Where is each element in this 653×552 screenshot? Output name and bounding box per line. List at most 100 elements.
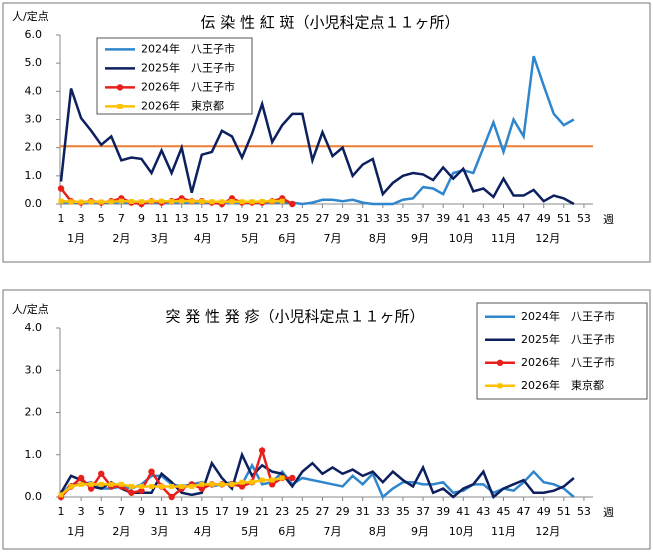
x-tick-label: 31 bbox=[356, 505, 370, 518]
x-tick-label: 3 bbox=[78, 505, 85, 518]
x-tick-label: 51 bbox=[557, 212, 571, 225]
month-label: 12月 bbox=[535, 525, 560, 538]
point bbox=[128, 198, 134, 204]
point bbox=[108, 481, 114, 487]
point bbox=[169, 198, 175, 204]
x-tick-label: 23 bbox=[275, 212, 289, 225]
month-label: 2月 bbox=[112, 525, 130, 538]
point bbox=[259, 198, 265, 204]
y-axis-label: 人/定点 bbox=[12, 9, 49, 23]
point bbox=[98, 481, 104, 487]
x-tick-label: 7 bbox=[118, 505, 125, 518]
point bbox=[77, 474, 85, 482]
legend-label: 2026年 東京都 bbox=[141, 98, 224, 112]
point bbox=[159, 198, 165, 204]
legend-marker bbox=[497, 383, 503, 389]
month-label: 7月 bbox=[324, 525, 342, 538]
point bbox=[159, 483, 165, 489]
month-label: 3月 bbox=[151, 232, 169, 245]
point bbox=[209, 481, 215, 487]
series-line bbox=[59, 88, 575, 206]
month-label: 4月 bbox=[194, 232, 212, 245]
point bbox=[269, 198, 275, 204]
legend-label: 2026年 八王子市 bbox=[141, 79, 235, 93]
legend-box bbox=[96, 37, 253, 115]
point bbox=[249, 479, 255, 485]
x-tick-label: 29 bbox=[336, 212, 350, 225]
y-tick-label: 4.0 bbox=[25, 84, 43, 97]
legend-label: 2025年 八王子市 bbox=[521, 332, 615, 346]
point bbox=[199, 481, 205, 487]
legend-label: 2024年 八王子市 bbox=[521, 309, 615, 323]
series-line bbox=[59, 451, 575, 500]
x-tick-label: 37 bbox=[416, 212, 430, 225]
point bbox=[88, 199, 94, 205]
x-tick-label: 27 bbox=[315, 212, 329, 225]
month-label: 3月 bbox=[151, 525, 169, 538]
x-tick-label: 1 bbox=[58, 212, 65, 225]
x-tick-label: 39 bbox=[436, 505, 450, 518]
month-label: 5月 bbox=[241, 525, 259, 538]
legend-label: 2024年 八王子市 bbox=[141, 41, 235, 55]
point bbox=[58, 198, 64, 204]
x-axis-label: 週 bbox=[603, 213, 614, 226]
x-tick-label: 47 bbox=[517, 505, 531, 518]
chart-title: 突 発 性 発 疹（小児科定点１１ヶ所） bbox=[165, 308, 424, 326]
point bbox=[57, 185, 65, 192]
point bbox=[148, 468, 155, 475]
point bbox=[169, 483, 175, 489]
point bbox=[179, 198, 185, 204]
point bbox=[279, 475, 285, 481]
x-tick-label: 17 bbox=[215, 505, 229, 518]
legend-label: 2026年 東京都 bbox=[521, 378, 604, 392]
point bbox=[58, 492, 64, 498]
point bbox=[219, 199, 225, 205]
month-label: 6月 bbox=[278, 525, 296, 538]
point bbox=[209, 199, 215, 205]
point bbox=[138, 487, 145, 494]
month-label: 11月 bbox=[491, 232, 516, 245]
x-tick-label: 19 bbox=[235, 212, 249, 225]
y-tick-label: 6.0 bbox=[25, 28, 43, 41]
x-tick-label: 9 bbox=[138, 505, 145, 518]
x-tick-label: 53 bbox=[577, 212, 591, 225]
point bbox=[118, 481, 124, 487]
point bbox=[239, 479, 245, 485]
point bbox=[118, 198, 124, 204]
y-tick-label: 2.0 bbox=[25, 406, 43, 419]
x-tick-label: 11 bbox=[155, 505, 169, 518]
point bbox=[138, 199, 144, 205]
point bbox=[68, 483, 74, 489]
point bbox=[98, 199, 104, 205]
point bbox=[78, 481, 84, 487]
point bbox=[189, 483, 195, 489]
x-tick-label: 21 bbox=[255, 212, 269, 225]
month-label: 11月 bbox=[491, 525, 516, 538]
month-label: 10月 bbox=[449, 232, 474, 245]
x-tick-label: 13 bbox=[175, 212, 189, 225]
point bbox=[98, 470, 105, 477]
point bbox=[189, 198, 195, 204]
x-tick-label: 27 bbox=[315, 505, 329, 518]
x-tick-label: 3 bbox=[78, 212, 85, 225]
month-label: 8月 bbox=[369, 525, 387, 538]
x-tick-label: 5 bbox=[98, 505, 105, 518]
y-tick-label: 3.0 bbox=[25, 113, 43, 126]
x-tick-label: 53 bbox=[577, 505, 591, 518]
month-label: 10月 bbox=[449, 525, 474, 538]
point bbox=[229, 198, 235, 204]
y-tick-label: 0.0 bbox=[25, 490, 43, 503]
point bbox=[88, 481, 94, 487]
month-label: 4月 bbox=[194, 525, 212, 538]
x-tick-label: 45 bbox=[496, 505, 510, 518]
x-tick-label: 15 bbox=[195, 505, 209, 518]
x-tick-label: 23 bbox=[275, 505, 289, 518]
point bbox=[199, 198, 205, 204]
point bbox=[138, 483, 144, 489]
month-label: 6月 bbox=[278, 232, 296, 245]
x-tick-label: 15 bbox=[195, 212, 209, 225]
x-tick-label: 21 bbox=[255, 505, 269, 518]
x-tick-label: 43 bbox=[476, 212, 490, 225]
legend-box bbox=[476, 302, 648, 400]
point bbox=[239, 199, 245, 205]
